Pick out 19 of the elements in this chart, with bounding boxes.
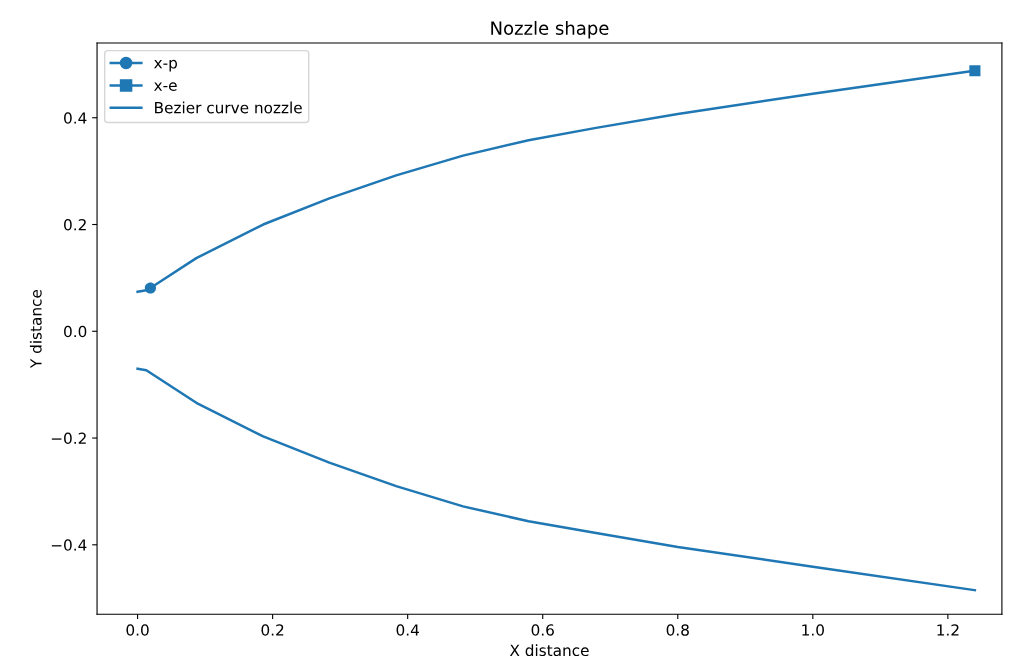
x-tick-label: 1.2: [937, 624, 959, 636]
x-tick-label: 0.0: [126, 624, 149, 636]
y-tick-label: 0.4: [64, 112, 87, 124]
line-series: [136, 367, 977, 592]
legend-label: Bezier curve nozzle: [155, 101, 302, 114]
y-tick-label: −0.4: [51, 539, 87, 551]
x-axis-title: X distance: [509, 644, 589, 657]
x-tick-label: 1.0: [802, 624, 824, 636]
y-axis-title: Y distance: [29, 289, 42, 369]
legend-label: x-p: [154, 59, 177, 72]
x-tick-label: 0.6: [531, 624, 554, 636]
x-tick-label: 0.4: [396, 624, 419, 636]
x-tick-label: 0.8: [666, 624, 689, 636]
x-tick-label: 0.2: [261, 624, 284, 636]
y-tick-label: −0.2: [51, 432, 86, 445]
chart-title: Nozzle shape: [491, 20, 609, 39]
y-tick-label: 0.2: [64, 218, 86, 231]
y-tick-label: 0.0: [64, 325, 87, 338]
legend-label: x-e: [154, 82, 177, 92]
